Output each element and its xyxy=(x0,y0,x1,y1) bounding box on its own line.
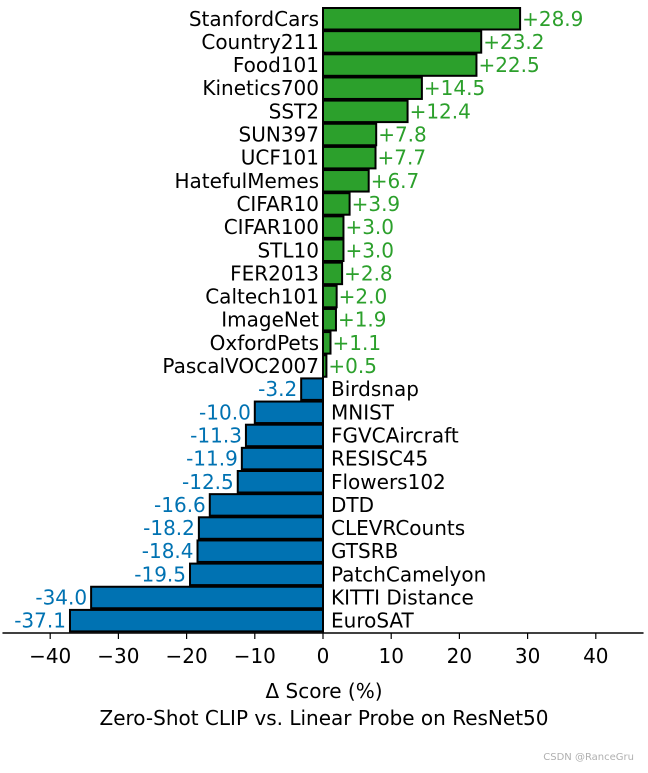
data-label: +0.5 xyxy=(328,354,377,378)
category-label: PatchCamelyon xyxy=(331,562,486,586)
data-label: -19.5 xyxy=(134,562,186,586)
category-label: CIFAR10 xyxy=(236,192,319,216)
data-label: +7.8 xyxy=(378,123,427,147)
data-label: -18.4 xyxy=(142,539,194,563)
bar xyxy=(322,215,345,239)
data-label: +12.4 xyxy=(410,99,471,123)
category-label: GTSRB xyxy=(331,539,398,563)
category-label: FGVCAircraft xyxy=(331,423,459,447)
bar xyxy=(322,7,522,31)
bar xyxy=(197,516,325,540)
x-tick-label: 30 xyxy=(515,644,540,668)
bar xyxy=(322,30,483,54)
x-tick-label: 0 xyxy=(317,644,330,668)
category-label: OxfordPets xyxy=(210,331,319,355)
bar xyxy=(322,261,344,286)
data-label: -12.5 xyxy=(182,470,234,494)
bar xyxy=(68,608,324,633)
category-label: Country211 xyxy=(201,30,319,54)
category-label: ImageNet xyxy=(221,308,319,332)
category-label: EuroSAT xyxy=(331,609,415,633)
data-label: +3.9 xyxy=(352,192,401,216)
bar xyxy=(196,539,324,563)
bar xyxy=(322,76,423,100)
bar xyxy=(322,284,338,309)
data-label: +3.0 xyxy=(345,238,394,262)
data-label: -37.1 xyxy=(14,609,66,633)
data-label: +2.0 xyxy=(339,285,388,309)
data-label: +2.8 xyxy=(344,261,393,285)
data-label: -3.2 xyxy=(258,377,297,401)
data-label: -11.9 xyxy=(186,447,238,471)
bar xyxy=(236,470,324,494)
x-tick-label: −10 xyxy=(234,644,276,668)
chart-subtitle: Zero-Shot CLIP vs. Linear Probe on ResNe… xyxy=(99,706,549,730)
bar xyxy=(322,169,370,193)
x-tick-label: 40 xyxy=(583,644,608,668)
x-tick-label: −30 xyxy=(97,644,139,668)
bar xyxy=(322,99,409,124)
category-label: STL10 xyxy=(257,238,319,262)
category-label: PascalVOC2007 xyxy=(162,354,319,378)
x-axis-label: Δ Score (%) xyxy=(265,679,383,703)
category-label: KITTI Distance xyxy=(331,586,474,610)
data-label: -10.0 xyxy=(199,400,251,424)
category-label: Birdsnap xyxy=(331,377,419,401)
data-label: +3.0 xyxy=(345,215,394,239)
bar xyxy=(240,446,324,471)
bar xyxy=(322,122,378,147)
bar xyxy=(189,562,324,587)
bar xyxy=(322,238,345,262)
bar xyxy=(253,400,324,425)
category-label: CLEVRCounts xyxy=(331,516,465,540)
bar xyxy=(322,192,351,216)
watermark: CSDN @RanceGru xyxy=(543,752,634,763)
x-tick-label: 10 xyxy=(378,644,403,668)
data-label: -16.6 xyxy=(154,493,206,517)
category-label: CIFAR100 xyxy=(224,215,319,239)
category-label: MNIST xyxy=(331,400,395,424)
bar xyxy=(322,145,377,170)
bar xyxy=(208,493,324,517)
bar xyxy=(300,377,324,401)
category-label: Caltech101 xyxy=(205,285,319,309)
data-label: +22.5 xyxy=(478,53,539,77)
category-label: Kinetics700 xyxy=(202,76,319,100)
data-label: +1.9 xyxy=(338,308,387,332)
category-label: DTD xyxy=(331,493,374,517)
data-label: -34.0 xyxy=(35,586,87,610)
data-label: -11.3 xyxy=(190,423,242,447)
data-label: +1.1 xyxy=(333,331,382,355)
data-label: +14.5 xyxy=(424,76,485,100)
data-label: +7.7 xyxy=(378,146,427,170)
bar xyxy=(322,53,478,77)
bar xyxy=(322,331,332,355)
data-label: +6.7 xyxy=(371,169,420,193)
data-label: +23.2 xyxy=(483,30,544,54)
x-tick-label: −20 xyxy=(165,644,207,668)
category-label: Flowers102 xyxy=(331,470,446,494)
x-tick-label: −40 xyxy=(29,644,71,668)
bar xyxy=(322,307,337,332)
category-label: HatefulMemes xyxy=(175,169,319,193)
bar xyxy=(90,585,325,610)
category-label: Food101 xyxy=(233,53,319,77)
category-label: UCF101 xyxy=(241,146,319,170)
x-tick-label: 20 xyxy=(447,644,472,668)
data-label: -18.2 xyxy=(143,516,195,540)
category-label: RESISC45 xyxy=(331,447,428,471)
data-label: +28.9 xyxy=(522,7,583,31)
category-label: FER2013 xyxy=(230,261,319,285)
category-label: SUN397 xyxy=(239,123,319,147)
bar xyxy=(244,423,325,448)
category-label: SST2 xyxy=(269,99,319,123)
category-label: StanfordCars xyxy=(189,7,319,31)
